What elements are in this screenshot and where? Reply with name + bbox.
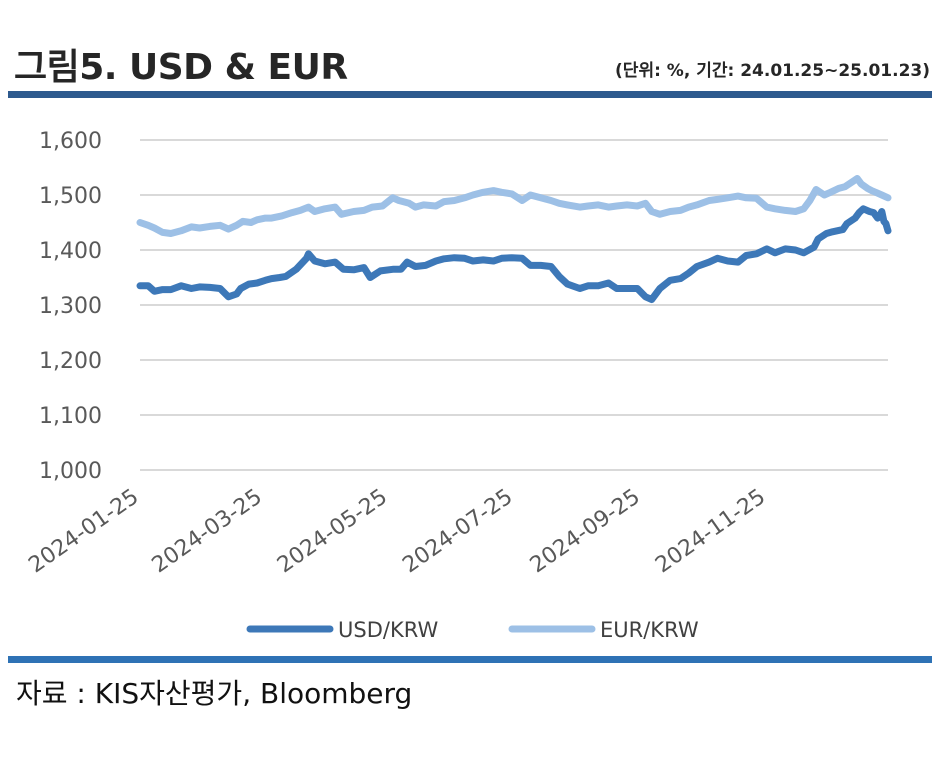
x-tick-label: 2024-05-25: [273, 484, 392, 578]
x-tick-label: 2024-01-25: [24, 484, 143, 578]
eur-krw-line: [136, 175, 892, 237]
legend: USD/KRW EUR/KRW: [246, 618, 699, 642]
chart-unit-period: (단위: %, 기간: 24.01.25~25.01.23): [615, 61, 930, 81]
series-lines: [136, 175, 892, 303]
y-axis-ticks: 1,000 1,100 1,200 1,300 1,400 1,500 1,600: [39, 129, 102, 484]
x-tick-label: 2024-09-25: [526, 484, 645, 578]
y-tick-label: 1,100: [39, 404, 102, 429]
y-tick-label: 1,400: [39, 239, 102, 264]
source-note: 자료 : KIS자산평가, Bloomberg: [16, 677, 413, 710]
top-rule: [8, 91, 932, 98]
chart-title: 그림5. USD & EUR: [14, 47, 348, 88]
y-tick-label: 1,000: [39, 459, 102, 484]
usd-krw-line: [136, 205, 892, 303]
x-axis-ticks: 2024-01-25 2024-03-25 2024-05-25 2024-07-25…: [24, 484, 770, 578]
y-tick-label: 1,200: [39, 349, 102, 374]
grid-lines: [140, 139, 888, 471]
x-tick-label: 2024-07-25: [398, 484, 517, 578]
legend-label: USD/KRW: [338, 618, 438, 642]
y-tick-label: 1,300: [39, 294, 102, 319]
y-tick-label: 1,500: [39, 184, 102, 209]
line-chart: 1,000 1,100 1,200 1,300 1,400 1,500 1,600 2024…: [24, 129, 892, 642]
y-tick-label: 1,600: [39, 129, 102, 154]
legend-label: EUR/KRW: [600, 618, 699, 642]
bottom-rule: [8, 656, 932, 663]
x-tick-label: 2024-03-25: [148, 484, 267, 578]
x-tick-label: 2024-11-25: [651, 484, 770, 578]
